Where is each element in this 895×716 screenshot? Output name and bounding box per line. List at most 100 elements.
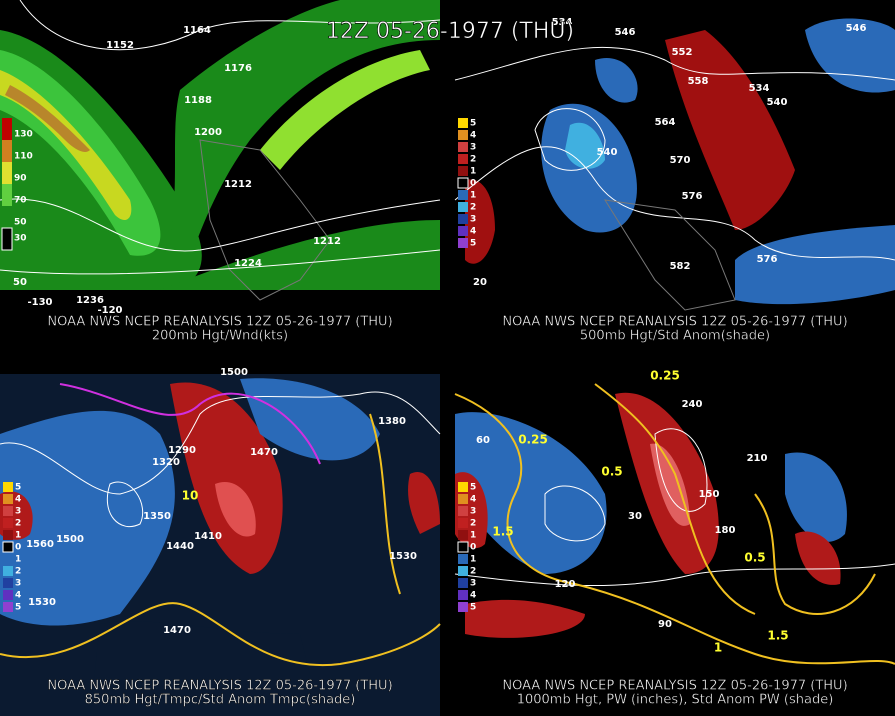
contour	[0, 249, 441, 275]
legend-swatch	[458, 202, 468, 212]
panel-200mb: 130 110 90 70 50 30 1152 1164 1176 1188 …	[0, 0, 441, 344]
contour-label: 1152	[106, 40, 134, 51]
legend-swatch	[458, 154, 468, 164]
isotherm	[59, 383, 321, 465]
legend-label: 0	[15, 543, 21, 553]
contour-label: 180	[715, 525, 736, 536]
pw-contour	[754, 493, 876, 615]
legend-label: 1	[470, 167, 476, 177]
legend-swatch	[3, 530, 13, 540]
legend-label: 3	[470, 215, 476, 225]
contour-label: 558	[688, 76, 709, 87]
legend-swatch	[3, 554, 13, 564]
legend-swatch	[457, 177, 469, 189]
contour-label: 540	[597, 147, 618, 158]
panel-1000mb: 5 4 3 2 1 0 1 2 3 4 5 0.25 0.5 1 1.5 30 …	[454, 369, 895, 708]
contour-label: 1200	[194, 127, 222, 138]
legend-label: 50	[14, 218, 27, 228]
contour-label: 60	[476, 435, 490, 446]
legend-label: 4	[15, 591, 21, 601]
legend-swatch	[3, 482, 13, 492]
main-title: 12Z 05-26-1977 (THU)	[326, 19, 574, 44]
panel-500mb: 5 4 3 2 1 0 1 2 3 4 5 534 546 552 558 56…	[454, 17, 895, 344]
legend-swatch	[3, 578, 13, 588]
legend-label: 2	[15, 519, 21, 529]
contour-label: 564	[655, 117, 676, 128]
legend-label: 0	[470, 543, 476, 553]
contour-label: 1236	[76, 295, 104, 306]
legend-label: 5	[470, 239, 476, 249]
legend-label: 4	[470, 591, 476, 601]
legend-swatch	[2, 118, 12, 140]
pw-label: 1.5	[492, 525, 513, 539]
contour	[454, 563, 895, 587]
contour	[454, 46, 895, 81]
contour	[534, 108, 606, 171]
legend-label: 3	[470, 507, 476, 517]
legend-swatch	[3, 494, 13, 504]
axis-label: -120	[97, 305, 122, 316]
panel-caption: NOAA NWS NCEP REANALYSIS 12Z 05-26-1977 …	[502, 679, 847, 694]
panel-caption: NOAA NWS NCEP REANALYSIS 12Z 05-26-1977 …	[47, 679, 392, 694]
contour-label: 552	[672, 47, 693, 58]
coastline	[199, 139, 331, 301]
legend-swatch	[3, 590, 13, 600]
pw-label: 0.5	[601, 465, 622, 479]
anomaly-shade	[465, 179, 495, 264]
anomaly-shade	[595, 58, 638, 103]
contour	[544, 485, 606, 542]
legend-swatch	[458, 530, 468, 540]
axis-label: 20	[473, 277, 487, 288]
legend-swatch	[457, 541, 469, 553]
legend-swatch	[1, 227, 13, 251]
anomaly-shade	[735, 225, 895, 305]
contour	[0, 391, 441, 495]
legend-label: 0	[470, 179, 476, 189]
anomaly-shade	[90, 621, 320, 716]
legend-label: 2	[470, 519, 476, 529]
coastline	[604, 199, 736, 311]
legend-label: 2	[470, 203, 476, 213]
anomaly-shade	[805, 18, 895, 93]
contour	[0, 198, 441, 252]
contour-label: 150	[699, 489, 720, 500]
legend-label: 4	[470, 227, 476, 237]
panel-caption: NOAA NWS NCEP REANALYSIS 12Z 05-26-1977 …	[47, 315, 392, 330]
legend-swatch	[458, 602, 468, 612]
pw-contour	[594, 383, 756, 615]
contour-label: 1470	[163, 625, 191, 636]
contour	[106, 481, 144, 528]
legend-swatch	[458, 118, 468, 128]
contour	[454, 146, 895, 261]
legend-label: 2	[470, 567, 476, 577]
anomaly-shade	[465, 599, 585, 638]
legend-label: 2	[470, 155, 476, 165]
panel-caption: 200mb Hgt/Wnd(kts)	[152, 329, 288, 344]
legend-swatch	[458, 554, 468, 564]
anomaly-shade	[408, 472, 440, 534]
contour-label: 1350	[143, 511, 171, 522]
legend-label: 1	[470, 191, 476, 201]
contour-label: 240	[682, 399, 703, 410]
isotherm-label: 10	[182, 489, 199, 503]
legend-swatch	[458, 566, 468, 576]
isotherm	[0, 602, 441, 667]
legend-swatch	[458, 482, 468, 492]
contour-label: 576	[757, 254, 778, 265]
panel-caption: NOAA NWS NCEP REANALYSIS 12Z 05-26-1977 …	[502, 315, 847, 330]
legend-swatch	[3, 518, 13, 528]
pw-label: 1.5	[767, 629, 788, 643]
legend-swatch	[458, 238, 468, 248]
legend-swatch	[3, 506, 13, 516]
contour	[19, 0, 441, 51]
anomaly-shade	[650, 443, 690, 526]
legend-label: 5	[470, 603, 476, 613]
legend-label: 3	[15, 507, 21, 517]
legend-swatch	[458, 578, 468, 588]
legend-swatch	[2, 541, 14, 553]
contour-label: 576	[682, 191, 703, 202]
contour-label: 1500	[56, 534, 84, 545]
legend-label: 30	[14, 234, 27, 244]
contour-label: 534	[552, 17, 573, 28]
